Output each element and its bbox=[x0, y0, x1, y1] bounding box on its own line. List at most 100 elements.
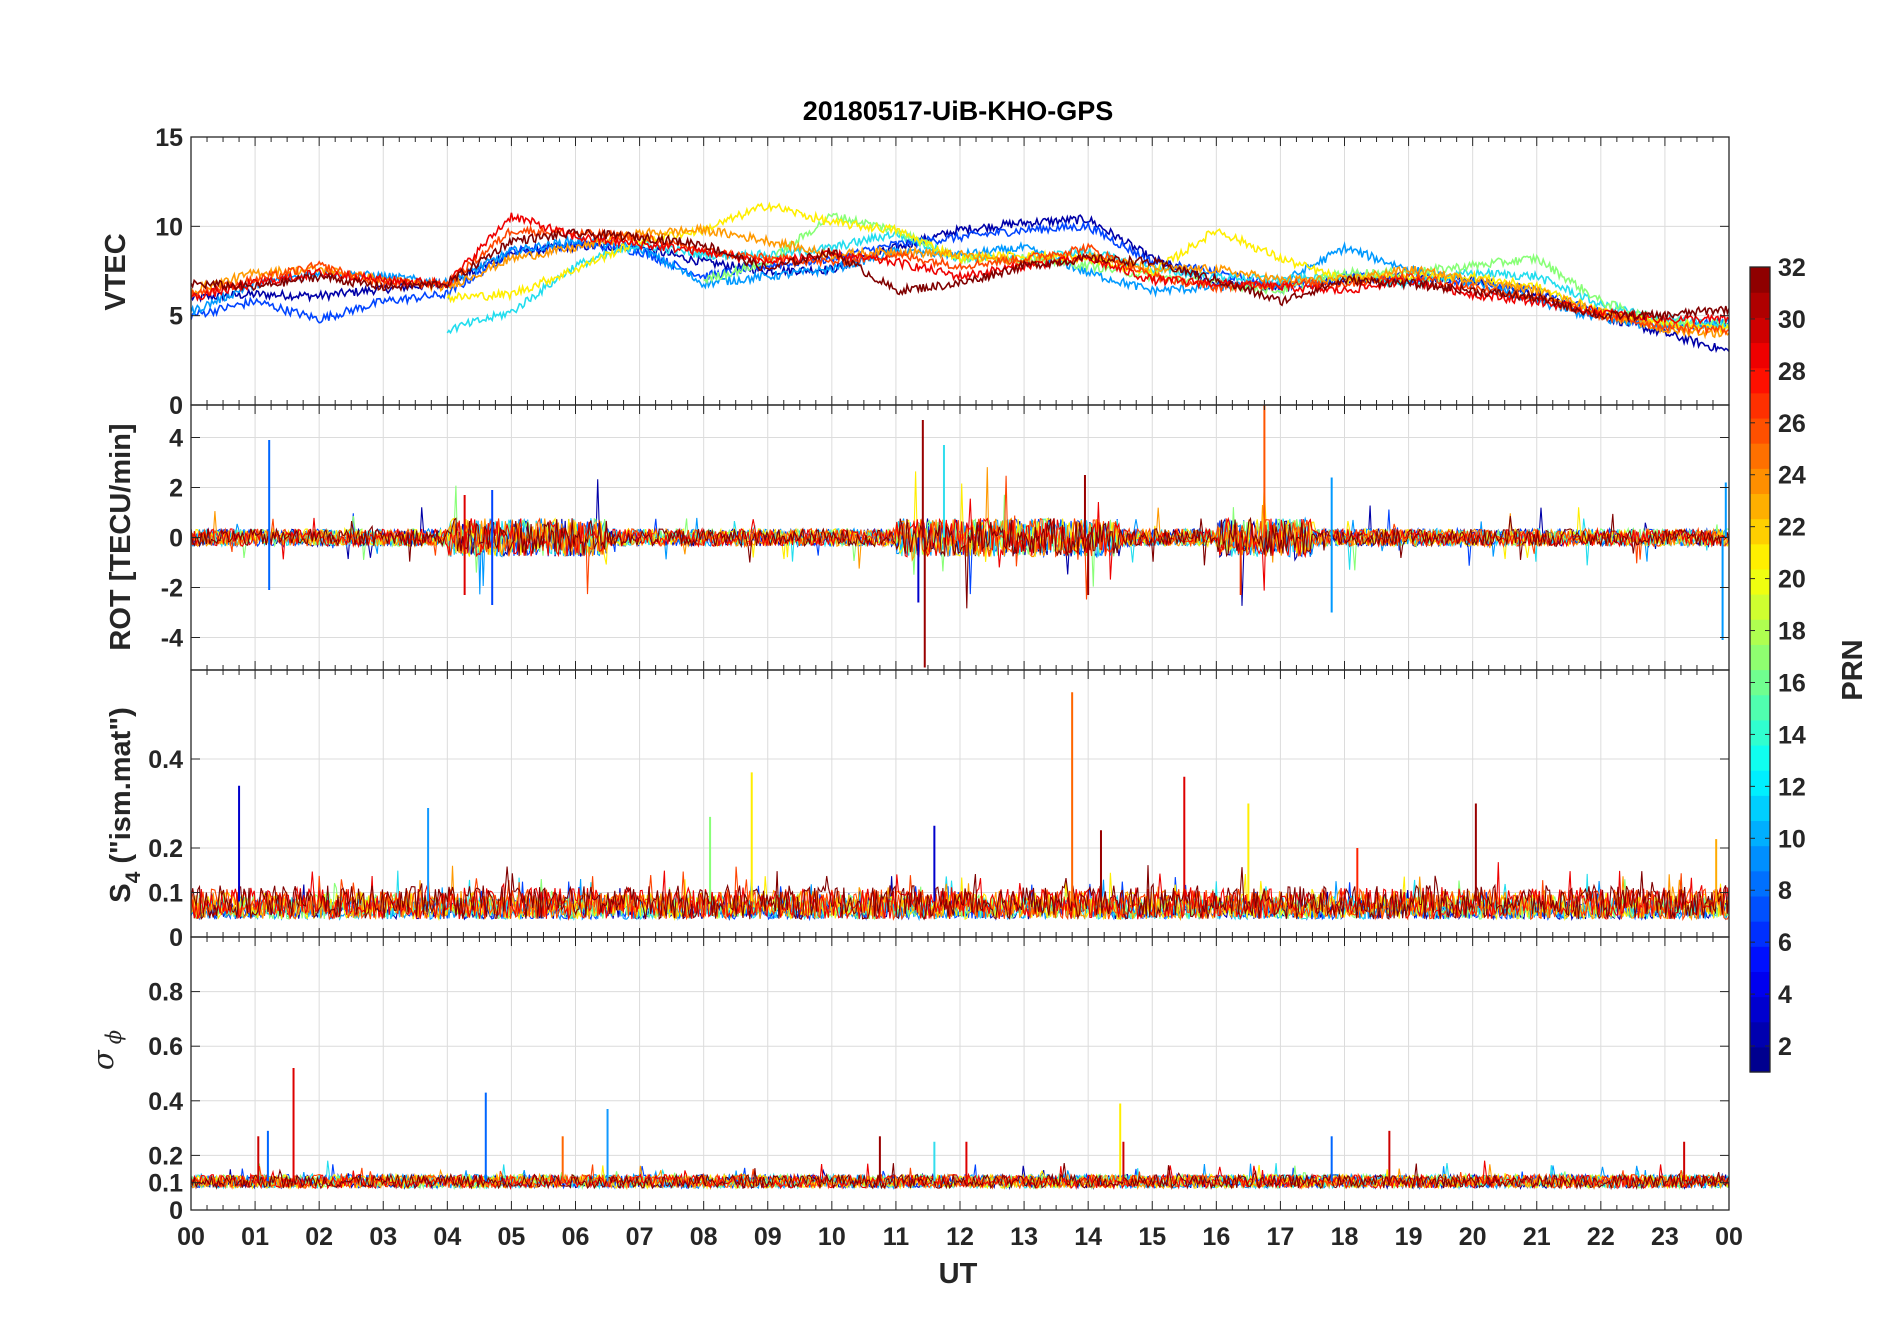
colorbar-segment bbox=[1750, 317, 1770, 344]
trace-7 bbox=[191, 865, 1729, 922]
colorbar-segment bbox=[1750, 443, 1770, 469]
figure-title: 20180517-UiB-KHO-GPS bbox=[803, 96, 1114, 126]
y-tick-label: 5 bbox=[169, 303, 183, 331]
colorbar-frame bbox=[1749, 266, 1771, 1073]
y-axis-label: S4 ("ism.mat") bbox=[105, 707, 145, 903]
y-tick-label: 0.8 bbox=[148, 979, 183, 1007]
vtec-series-prn-32 bbox=[191, 228, 1729, 323]
grid-lines bbox=[191, 937, 1729, 1210]
y-tick-label: 0.2 bbox=[148, 835, 183, 863]
colorbar-tick-label: 16 bbox=[1778, 669, 1806, 697]
x-ticks bbox=[190, 137, 1730, 405]
x-ticks bbox=[190, 670, 1730, 937]
x-tick-label: 00 bbox=[1715, 1223, 1743, 1251]
colorbar-tick-label: 28 bbox=[1778, 358, 1806, 386]
colorbar-tick-label: 22 bbox=[1778, 514, 1806, 542]
colorbar-tick-label: 26 bbox=[1778, 410, 1806, 438]
colorbar-tick-label: 8 bbox=[1778, 877, 1792, 905]
x-tick-label: 01 bbox=[241, 1223, 269, 1251]
colorbar-segment bbox=[1750, 644, 1770, 671]
y-axis-label: VTEC bbox=[100, 233, 132, 310]
x-tick-label: 05 bbox=[498, 1223, 526, 1251]
colorbar-tick-label: 10 bbox=[1778, 825, 1806, 853]
y-tick-label: 15 bbox=[155, 124, 183, 152]
data-traces bbox=[191, 405, 1729, 668]
x-tick-label: 12 bbox=[946, 1223, 974, 1251]
x-tick-label: 08 bbox=[690, 1223, 718, 1251]
x-tick-label: 15 bbox=[1138, 1223, 1166, 1251]
colorbar-segment bbox=[1750, 594, 1770, 620]
colorbar-segment bbox=[1750, 367, 1770, 394]
vtec-series-prn-5 bbox=[191, 220, 1729, 334]
x-tick-label: 23 bbox=[1651, 1223, 1679, 1251]
x-tick-label: 17 bbox=[1267, 1223, 1295, 1251]
colorbar-tick-label: 12 bbox=[1778, 773, 1806, 801]
colorbar-segment bbox=[1750, 946, 1770, 972]
y-tick-label: 4 bbox=[169, 425, 183, 453]
y-tick-label: 0.6 bbox=[148, 1033, 183, 1061]
x-tick-label: 19 bbox=[1395, 1223, 1423, 1251]
data-traces bbox=[191, 1068, 1729, 1191]
x-tick-label: 18 bbox=[1331, 1223, 1359, 1251]
y-label-symbol: σ bbox=[86, 1049, 120, 1070]
x-tick-label: 14 bbox=[1074, 1223, 1102, 1251]
colorbar-segment bbox=[1750, 770, 1770, 796]
colorbar-segment bbox=[1750, 417, 1770, 444]
colorbar-segment bbox=[1750, 493, 1770, 520]
y-tick-label: 2 bbox=[169, 475, 183, 503]
colorbar-segment bbox=[1750, 870, 1770, 897]
x-tick-label: 07 bbox=[626, 1223, 654, 1251]
colorbar-segment bbox=[1750, 820, 1770, 847]
y-tick-label: 0 bbox=[169, 924, 183, 952]
colorbar-segment bbox=[1750, 619, 1770, 645]
x-tick-label: 13 bbox=[1010, 1223, 1038, 1251]
trace-10 bbox=[191, 1163, 1729, 1191]
colorbar-segment bbox=[1750, 694, 1770, 721]
vtec-series-prn-26 bbox=[191, 224, 1729, 336]
x-ticks bbox=[190, 405, 1730, 670]
y-tick-label: 10 bbox=[155, 213, 183, 241]
x-tick-label: 03 bbox=[369, 1223, 397, 1251]
colorbar-segment bbox=[1750, 895, 1770, 922]
panel-4: 00.10.2 0.4 0.6 0.8 σϕ bbox=[86, 936, 1730, 1225]
panel-1: 0 5 10 15 VTEC bbox=[100, 124, 1730, 420]
data-traces bbox=[191, 692, 1729, 922]
x-tick-label: 09 bbox=[754, 1223, 782, 1251]
x-tick-label: 21 bbox=[1523, 1223, 1551, 1251]
colorbar-segment bbox=[1750, 292, 1770, 318]
colorbar-segment bbox=[1750, 971, 1770, 998]
y-axis-label: σϕ bbox=[86, 1030, 126, 1070]
colorbar-tick-label: 2 bbox=[1778, 1033, 1792, 1061]
colorbar-segment bbox=[1750, 1021, 1770, 1048]
y-label-sub: 4 bbox=[122, 871, 145, 883]
colorbar-segment bbox=[1750, 996, 1770, 1023]
y-tick-label: 0.4 bbox=[148, 1088, 183, 1116]
y-tick-label: -4 bbox=[161, 625, 183, 653]
colorbar-segment bbox=[1750, 392, 1770, 419]
colorbar-segment bbox=[1750, 921, 1770, 947]
x-ticks bbox=[190, 937, 1730, 1210]
x-tick-label: 00 bbox=[177, 1223, 205, 1251]
y-tick-label: 0 bbox=[169, 392, 183, 420]
y-tick-label: 0 bbox=[169, 525, 183, 553]
colorbar-tick-label: 4 bbox=[1778, 981, 1792, 1009]
colorbar-segment bbox=[1750, 468, 1770, 495]
colorbar-segment bbox=[1750, 845, 1770, 872]
x-tick-label: 04 bbox=[433, 1223, 461, 1251]
x-tick-label: 16 bbox=[1202, 1223, 1230, 1251]
trace-10 bbox=[191, 513, 1729, 609]
x-tick-labels: 00 01 02 03 04 05 06 07 08 09 10 11 12 13 14 15 16 17 18 19… bbox=[177, 1223, 1743, 1251]
grid-lines bbox=[191, 670, 1729, 937]
colorbar-segment bbox=[1750, 568, 1770, 595]
colorbar-tick-label: 14 bbox=[1778, 721, 1806, 749]
x-tick-label: 20 bbox=[1459, 1223, 1487, 1251]
y-axis-label: ROT [TECU/min] bbox=[105, 423, 137, 650]
colorbar-segment bbox=[1750, 744, 1770, 771]
colorbar-tick-label: 20 bbox=[1778, 566, 1806, 594]
colorbar-segment bbox=[1750, 518, 1770, 545]
x-tick-label: 22 bbox=[1587, 1223, 1615, 1251]
y-tick-label: 0.4 bbox=[148, 746, 183, 774]
